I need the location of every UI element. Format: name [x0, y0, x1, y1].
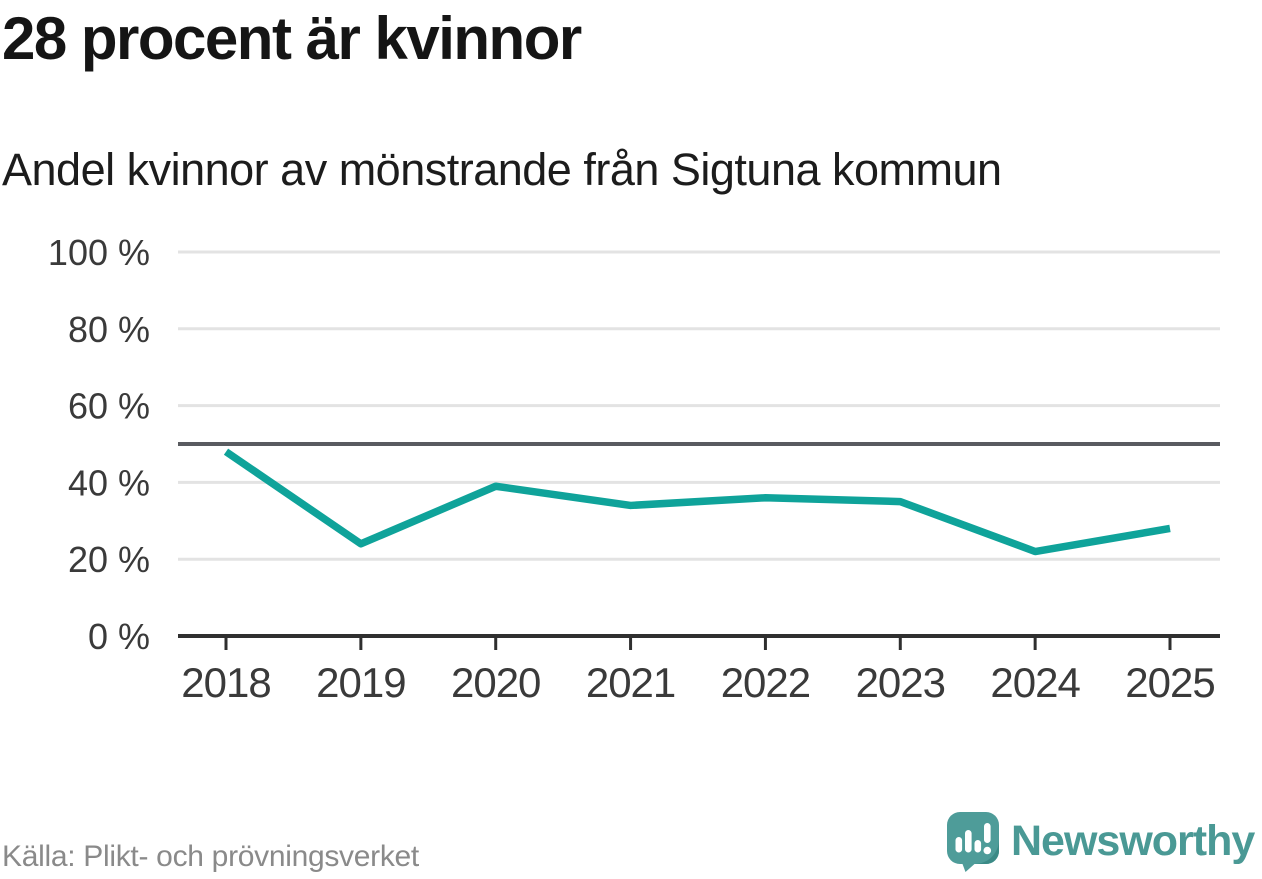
- x-axis-tick-label: 2023: [856, 659, 945, 706]
- brand-logo: Newsworthy: [944, 810, 1255, 872]
- y-axis-labels: 100 % 80 % 60 % 40 % 20 % 0 %: [48, 232, 150, 657]
- page-title: 28 procent är kvinnor: [2, 5, 582, 72]
- x-axis-tick-label: 2024: [990, 659, 1080, 706]
- source-note: Källa: Plikt- och prövningsverket: [2, 840, 419, 873]
- x-axis-tick-label: 2025: [1125, 659, 1214, 706]
- x-axis-tick-label: 2022: [721, 659, 810, 706]
- gridlines: [178, 250, 1220, 638]
- brand-name: Newsworthy: [1011, 816, 1255, 865]
- x-axis-tick-label: 2019: [316, 659, 405, 706]
- x-axis-labels: 2018 2019 2020 2021 2022 2023 2024 2025: [181, 659, 1215, 706]
- newsworthy-bubble-barchart-icon: [947, 812, 999, 872]
- y-axis-tick-label: 100 %: [48, 232, 150, 273]
- chart-area: 100 % 80 % 60 % 40 % 20 % 0 % 2018 2019 2020 202…: [0, 220, 1262, 730]
- data-series-line: [223, 448, 1171, 556]
- x-axis-ticks: [224, 636, 1172, 650]
- y-axis-tick-label: 60 %: [68, 386, 150, 427]
- y-axis-tick-label: 40 %: [68, 462, 150, 503]
- chart-subtitle: Andel kvinnor av mönstrande från Sigtuna…: [2, 144, 1002, 195]
- x-axis-tick-label: 2020: [451, 659, 540, 706]
- y-axis-tick-label: 20 %: [68, 539, 150, 580]
- y-axis-tick-label: 80 %: [68, 309, 150, 350]
- y-axis-tick-label: 0 %: [88, 616, 150, 657]
- line-chart: 100 % 80 % 60 % 40 % 20 % 0 % 2018 2019 2020 202…: [48, 232, 1220, 706]
- x-axis-tick-label: 2018: [181, 659, 270, 706]
- x-axis-tick-label: 2021: [586, 659, 675, 706]
